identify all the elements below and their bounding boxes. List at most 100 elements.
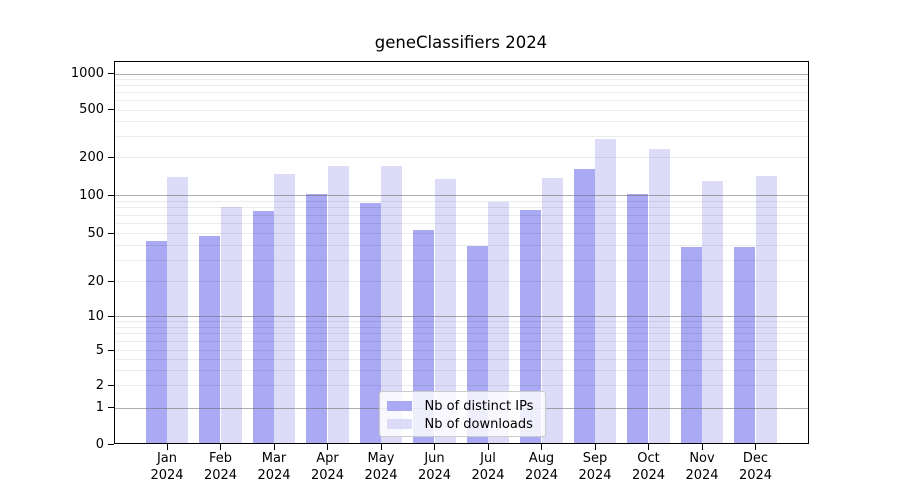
x-tick-month: Jan (156, 451, 178, 466)
y-tick-label: 5 (95, 342, 104, 358)
bar-downloads (434, 179, 456, 443)
y-tick (108, 109, 114, 110)
y-tick (108, 73, 114, 74)
bar-downloads (167, 176, 189, 443)
x-tick (755, 444, 756, 450)
x-tick-month: Apr (316, 451, 339, 466)
gridline-minor (114, 200, 808, 202)
bar-downloads (274, 173, 296, 443)
gridline-minor (114, 85, 808, 87)
x-tick-month: Jun (424, 451, 445, 466)
x-tick-year: 2024 (578, 467, 612, 483)
x-tick-label: Jun 2024 (405, 451, 465, 484)
x-tick-year: 2024 (417, 467, 452, 483)
x-tick (487, 444, 489, 450)
bar-distinct-ips (306, 193, 328, 443)
x-tick (648, 444, 649, 450)
y-tick (108, 194, 114, 196)
gridline-major (114, 316, 808, 317)
x-tick-year: 2024 (738, 467, 773, 483)
bar-downloads (541, 178, 563, 443)
x-tick-label: Sep 2024 (565, 451, 625, 484)
gridline-minor (114, 207, 808, 209)
y-tick-label: 20 (87, 273, 104, 289)
x-tick-year: 2024 (150, 467, 184, 483)
y-tick (108, 315, 114, 317)
gridline-minor (114, 341, 808, 343)
gridline-minor (114, 244, 808, 246)
bar-downloads (702, 181, 724, 443)
x-tick-year: 2024 (471, 467, 505, 483)
bar-downloads (220, 206, 242, 443)
bar-downloads (648, 149, 670, 443)
bar-distinct-ips (413, 229, 435, 443)
legend-swatch-downloads (386, 418, 412, 430)
x-tick-year: 2024 (524, 467, 559, 483)
chart-title: geneClassifiers 2024 (374, 33, 548, 52)
x-tick-month: Oct (637, 451, 660, 466)
bar-distinct-ips (145, 240, 167, 443)
x-tick-month: Aug (528, 451, 555, 466)
x-tick-label: Aug 2024 (512, 451, 572, 484)
bar-distinct-ips (520, 210, 542, 443)
bar-distinct-ips (252, 210, 274, 443)
gridline-minor (114, 121, 808, 123)
bar-distinct-ips (573, 169, 595, 443)
bars-layer (115, 62, 809, 443)
plot-area: Nb of distinct IPs Nb of downloads (113, 60, 809, 444)
y-tick (108, 443, 114, 445)
y-tick (108, 232, 114, 234)
bar-downloads (755, 176, 777, 443)
bar-downloads (327, 165, 349, 443)
y-tick (108, 384, 114, 386)
x-tick (434, 444, 435, 450)
y-tick (108, 407, 114, 408)
x-tick-year: 2024 (685, 467, 719, 483)
x-tick (220, 444, 221, 450)
x-tick (380, 444, 382, 450)
y-tick-label: 0 (95, 436, 104, 452)
x-tick (594, 444, 596, 450)
y-tick (108, 156, 114, 158)
bar-downloads (488, 202, 510, 443)
y-tick-label: 200 (79, 149, 104, 165)
y-tick-label: 500 (79, 102, 104, 117)
x-tick-label: Feb 2024 (191, 451, 251, 484)
gridline-minor (114, 350, 808, 351)
x-tick-month: Feb (208, 451, 233, 466)
x-tick-label: Nov 2024 (672, 451, 732, 484)
x-tick-label: May 2024 (351, 451, 411, 484)
x-tick-year: 2024 (310, 467, 345, 483)
grid-layer: Nb of distinct IPs Nb of downloads (114, 62, 808, 444)
x-tick-month: Sep (582, 451, 608, 466)
gridline-minor (114, 223, 808, 224)
x-tick-year: 2024 (631, 467, 666, 483)
x-tick-label: Dec 2024 (726, 451, 786, 484)
legend-label-distinct-ips: Nb of distinct IPs (424, 398, 534, 414)
x-tick (327, 444, 328, 450)
gridline-minor (114, 281, 808, 282)
y-tick-label: 2 (95, 377, 104, 393)
gridline-minor (114, 333, 808, 335)
gridline-minor (114, 78, 808, 80)
x-tick-month: Dec (742, 451, 769, 466)
x-tick-label: Jul 2024 (458, 451, 518, 484)
x-tick-label: Apr 2024 (298, 451, 358, 484)
bar-distinct-ips (680, 247, 702, 443)
x-tick-month: Jul (480, 451, 496, 466)
y-tick-label: 10 (87, 308, 104, 324)
x-tick-label: Oct 2024 (619, 451, 679, 484)
gridline-major (114, 73, 808, 75)
x-tick (166, 444, 168, 450)
gridline-minor (114, 358, 808, 360)
gridline-minor (114, 109, 808, 111)
gridline-minor (114, 259, 808, 261)
legend-label-downloads: Nb of downloads (424, 416, 533, 432)
gridline-minor (114, 214, 808, 216)
x-tick-year: 2024 (364, 467, 398, 483)
x-tick-month: Mar (261, 451, 287, 466)
x-tick (273, 444, 275, 450)
x-tick (541, 444, 542, 450)
bar-distinct-ips (734, 247, 756, 443)
